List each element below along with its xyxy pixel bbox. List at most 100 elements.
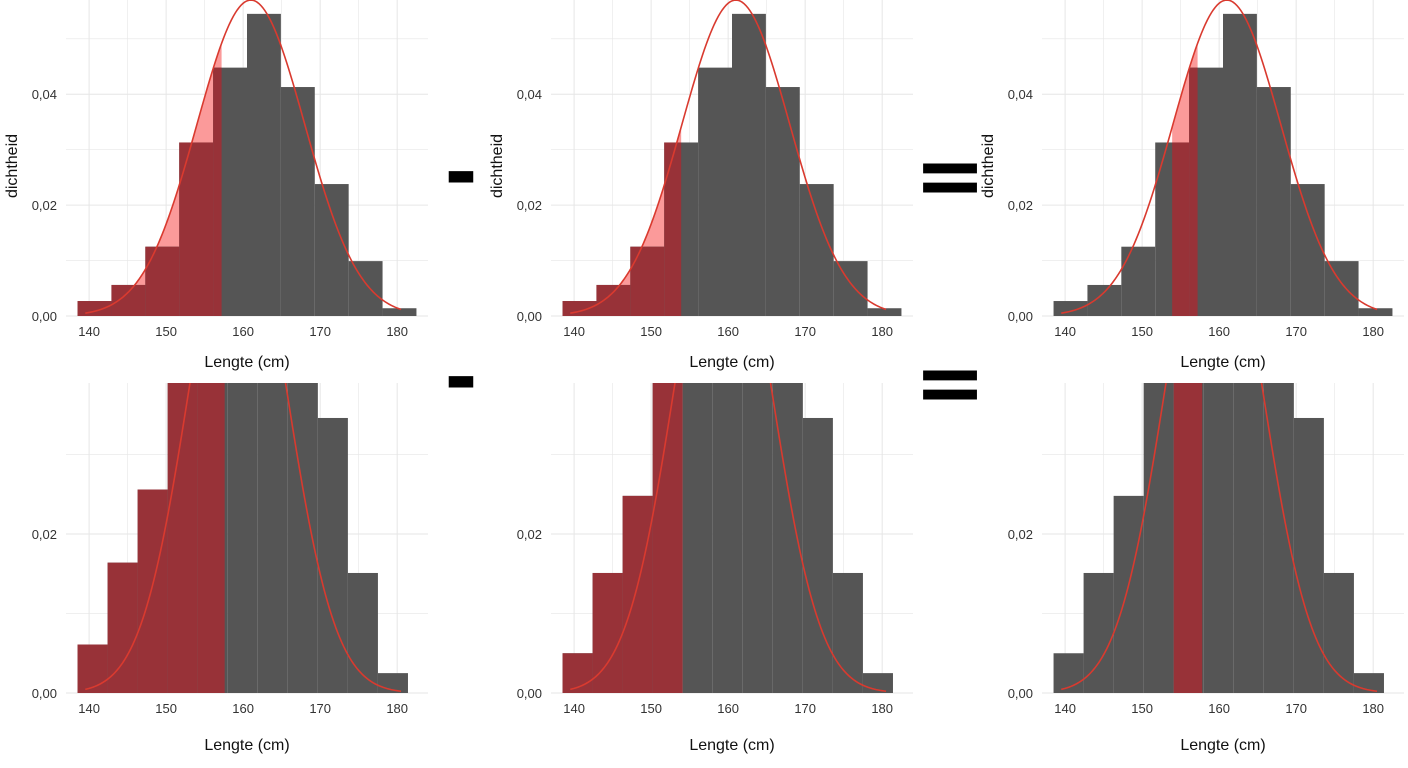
normal-curve [85,0,402,314]
x-tick-label: 170 [1285,324,1307,339]
histogram-bar [732,13,766,316]
histogram-bar-shaded [145,246,180,316]
histogram-bar-shaded [562,653,593,693]
bottom-equals-sign: = [914,333,986,433]
histogram-bar [247,13,281,316]
x-tick-label: 180 [1362,701,1384,716]
chart-panel-bottom-2: 140 150 160 170 180 0,00 0,02 Lengte (cm) [517,383,913,754]
histogram-bar [698,67,732,316]
histogram-bar-shaded [213,67,222,316]
x-axis-title: Lengte (cm) [689,737,774,754]
histogram-bar-shaded [1189,67,1198,316]
histogram-bar-shaded [630,246,665,316]
x-tick-label: 160 [1208,324,1230,339]
x-tick-label: 140 [563,701,585,716]
chart-panel-bottom-1: 140 150 160 170 180 0,00 0,02 Lengte (cm) [32,383,428,754]
histogram-bar-shaded [652,383,683,693]
histogram-bar-shaded [107,562,138,693]
y-tick-label: 0,02 [1008,198,1033,213]
histogram-bar [347,572,378,693]
histogram-bar-shaded [1173,383,1203,693]
x-tick-label: 160 [1208,701,1230,716]
histogram-bar [1053,301,1088,316]
x-tick-label: 160 [232,701,254,716]
x-tick-label: 170 [1285,701,1307,716]
y-axis-title: dichtheid [4,134,21,198]
histogram-bar [382,308,417,316]
x-tick-label: 170 [794,701,816,716]
x-tick-label: 140 [78,324,100,339]
histogram-bar [257,383,288,693]
plot-area [77,0,417,316]
histogram-bar-shaded [77,644,108,693]
charts-layer: 140 150 160 170 180 0,00 0,02 0,04 Lengte (cm) di… [4,0,1404,754]
histogram-bar-shaded [167,383,198,693]
x-tick-label: 180 [386,324,408,339]
x-axis-title: Lengte (cm) [1180,354,1265,371]
bottom-minus-sign: - [444,331,477,424]
y-tick-label: 0,02 [517,198,542,213]
x-tick-label: 150 [155,701,177,716]
histogram-bar-shaded [77,301,112,316]
histogram-bar [712,383,743,693]
histogram-bar [1121,246,1156,316]
y-tick-label: 0,02 [517,527,542,542]
chart-panel-top-2: 140 150 160 170 180 0,00 0,02 0,04 Lengte (cm) di… [489,0,913,371]
x-axis-title: Lengte (cm) [1180,737,1265,754]
x-tick-label: 180 [871,324,893,339]
x-tick-label: 160 [232,324,254,339]
histogram-bar [765,87,800,316]
histogram-bar [1290,184,1325,316]
histogram-bar [1113,495,1144,693]
x-tick-label: 150 [1131,324,1153,339]
histogram-bar [1203,383,1234,693]
histogram-bar [314,184,349,316]
histogram-bar [802,417,833,693]
histogram-bar [1087,284,1122,316]
y-axis-title: dichtheid [489,134,506,198]
histogram-bar [317,417,348,693]
histogram-bar [280,87,315,316]
histogram-bar [1256,87,1291,316]
x-tick-label: 170 [309,324,331,339]
histogram-bar-shaded [622,495,653,693]
histogram-bar [1083,572,1114,693]
histogram-bar-shaded [1172,142,1190,316]
histogram-bar [1323,572,1354,693]
y-tick-label: 0,04 [32,87,57,102]
normal-curve [85,383,402,693]
histogram-bar-shaded [596,284,631,316]
histogram-bar [1223,13,1257,316]
y-tick-label: 0,04 [1008,87,1033,102]
histogram-bar-shaded [179,142,214,316]
plot-area [562,0,902,316]
histogram-bar [1358,308,1393,316]
histogram-bar [833,261,868,316]
normal-curve [570,0,887,314]
histogram-bar [1324,261,1359,316]
x-tick-label: 160 [717,324,739,339]
histogram-bar-shaded [664,142,682,316]
x-tick-label: 140 [563,324,585,339]
x-tick-label: 140 [78,701,100,716]
top-minus-sign: - [444,126,477,219]
chart-panel-top-1: 140 150 160 170 180 0,00 0,02 0,04 Lengte (cm) di… [4,0,428,371]
normal-curve [570,383,887,693]
y-tick-label: 0,00 [517,686,542,701]
x-tick-label: 180 [1362,324,1384,339]
plot-area [1053,0,1393,316]
histogram-bar [348,261,383,316]
histogram-bar-shaded [592,572,623,693]
y-axis-title: dichtheid [980,134,997,198]
y-tick-label: 0,02 [32,198,57,213]
x-tick-label: 140 [1054,701,1076,716]
x-tick-label: 160 [717,701,739,716]
histogram-bar-shaded [111,284,146,316]
histogram-bar [227,383,258,693]
x-tick-label: 150 [155,324,177,339]
histogram-bar [867,308,902,316]
x-axis-title: Lengte (cm) [204,737,289,754]
histogram-bar-shaded [197,383,225,693]
x-tick-label: 150 [640,701,662,716]
